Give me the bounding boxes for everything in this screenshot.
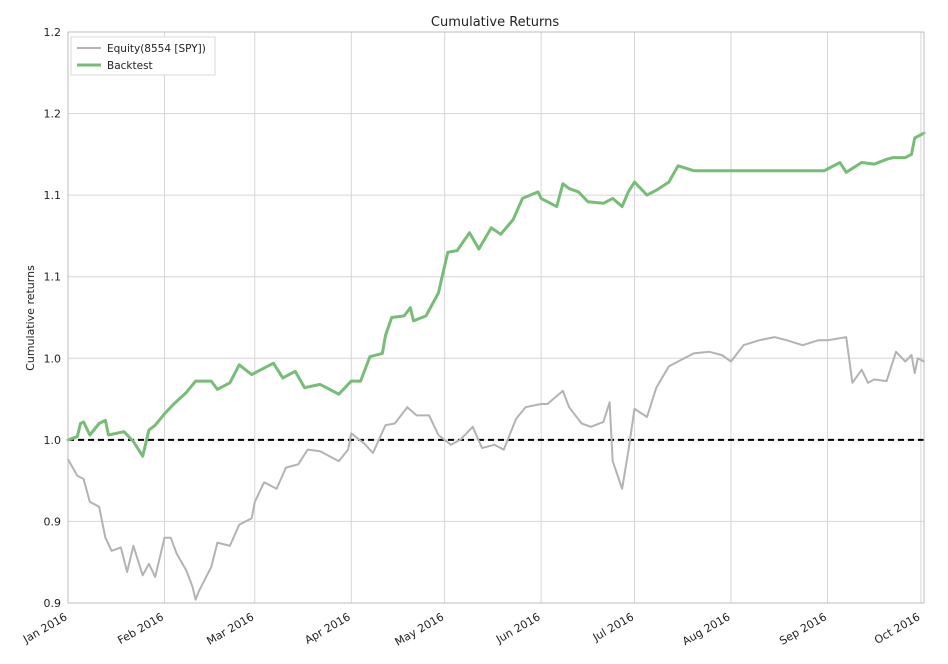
- x-tick-label: May 2016: [393, 610, 446, 648]
- grid: [67, 32, 924, 603]
- y-axis-label: Cumulative returns: [24, 265, 37, 371]
- y-tick-label: 1.0: [44, 352, 62, 365]
- y-tick-label: 0.9: [44, 515, 62, 528]
- series-layer: [66, 131, 926, 601]
- x-tick-label: Jul 2016: [590, 610, 636, 644]
- y-tick-label: 1.2: [44, 108, 62, 121]
- legend: Equity(8554 [SPY]) Backtest: [70, 36, 216, 76]
- legend-label-backtest: Backtest: [107, 60, 153, 72]
- legend-box: [70, 36, 216, 76]
- series-line-equity: [67, 336, 925, 601]
- x-tick-label: Apr 2016: [302, 610, 352, 647]
- x-tick-label: Mar 2016: [205, 610, 257, 647]
- x-tick-label: Jan 2016: [20, 610, 69, 646]
- y-tick-label: 1.1: [44, 271, 62, 284]
- chart-title: Cumulative Returns: [431, 15, 559, 30]
- plot-background: [68, 32, 924, 603]
- y-tick-label: 1.2: [44, 26, 62, 39]
- x-tick-label: Jun 2016: [493, 610, 543, 646]
- series-line-backtest: [66, 131, 926, 458]
- legend-label-equity: Equity(8554 [SPY]): [107, 43, 206, 55]
- plot-frame: [67, 31, 925, 604]
- y-tick-label: 0.9: [44, 597, 62, 610]
- x-tick-label: Aug 2016: [680, 610, 732, 648]
- y-tick-labels: 0.9 0.9 1.0 1.0 1.1 1.1 1.2 1.2: [44, 26, 62, 610]
- y-tick-label: 1.0: [44, 434, 62, 447]
- x-tick-label: Oct 2016: [872, 610, 922, 647]
- x-tick-label: Sep 2016: [777, 610, 829, 647]
- y-tick-label: 1.1: [44, 189, 62, 202]
- x-tick-label: Feb 2016: [115, 610, 166, 647]
- x-tick-labels: Jan 2016 Feb 2016 Mar 2016 Apr 2016 May 2016…: [20, 610, 922, 648]
